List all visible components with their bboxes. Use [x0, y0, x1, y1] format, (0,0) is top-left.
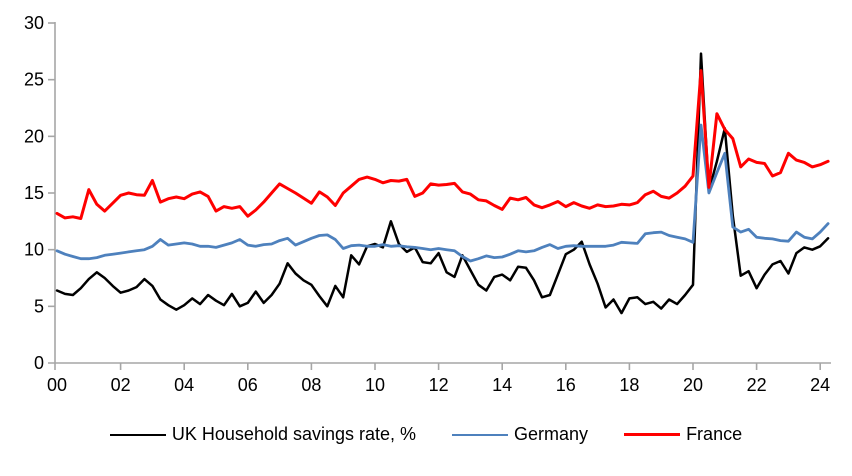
- legend-swatch-uk: [109, 433, 166, 436]
- y-tick-label: 15: [24, 183, 44, 203]
- chart-legend: UK Household savings rate, % Germany Franc…: [0, 424, 852, 445]
- legend-label-france: France: [686, 424, 743, 444]
- x-tick-label: 08: [301, 375, 321, 395]
- legend-swatch-france: [624, 433, 681, 436]
- x-tick-label: 06: [238, 375, 258, 395]
- y-tick-label: 25: [24, 70, 44, 90]
- x-tick-label: 16: [556, 375, 576, 395]
- x-tick-label: 14: [492, 375, 512, 395]
- france-series-line: [55, 69, 830, 220]
- x-tick-label: 22: [747, 375, 767, 395]
- x-tick-label: 18: [619, 375, 639, 395]
- legend-item-uk: UK Household savings rate, %: [109, 424, 417, 445]
- plot-area: 0 5 10 15 20 25 30 00 02 04 06 08 10 12 14 16 18 20 22 24: [24, 13, 831, 395]
- y-tick-label: 20: [24, 126, 44, 146]
- x-tick-label: 10: [365, 375, 385, 395]
- legend-label-uk: UK Household savings rate, %: [171, 424, 417, 444]
- x-tick-label: 00: [47, 375, 67, 395]
- x-tick-label: 20: [683, 375, 703, 395]
- legend-swatch-germany: [452, 433, 509, 436]
- y-tick-label: 0: [34, 353, 44, 373]
- y-tick-label: 10: [24, 240, 44, 260]
- legend-label-germany: Germany: [514, 424, 589, 444]
- x-tick-label: 24: [810, 375, 830, 395]
- x-tick-label: 12: [429, 375, 449, 395]
- x-tick-label: 04: [174, 375, 194, 395]
- legend-item-germany: Germany: [452, 424, 588, 445]
- germany-series-line: [55, 123, 830, 263]
- x-tick-label: 02: [111, 375, 131, 395]
- legend-item-france: France: [624, 424, 742, 445]
- y-tick-label: 5: [34, 296, 44, 316]
- y-tick-label: 30: [24, 13, 44, 33]
